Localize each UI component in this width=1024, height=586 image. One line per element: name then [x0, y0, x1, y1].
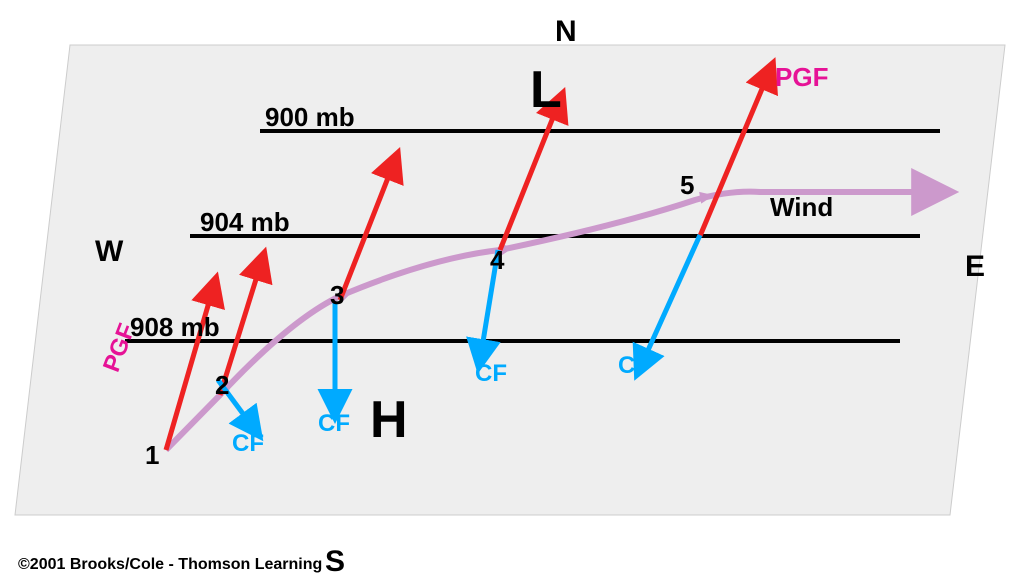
cf-label: CF	[618, 352, 650, 380]
point-label-4: 4	[490, 245, 504, 276]
low-pressure-label: L	[530, 60, 562, 120]
diagram-canvas: 900 mb904 mb908 mbWindPGFPGFCFCFCFCFNSEW…	[0, 0, 1024, 586]
isobar-label: 904 mb	[200, 207, 290, 238]
compass-n: N	[555, 15, 577, 49]
point-label-3: 3	[330, 280, 344, 311]
point-label-2: 2	[215, 370, 229, 401]
cf-label: CF	[232, 430, 264, 458]
point-label-5: 5	[680, 170, 694, 201]
compass-s: S	[325, 545, 345, 579]
compass-w: W	[95, 235, 123, 269]
copyright: ©2001 Brooks/Cole - Thomson Learning	[18, 556, 322, 574]
isobar-label: 900 mb	[265, 102, 355, 133]
wind-label: Wind	[770, 192, 833, 223]
cf-label: CF	[475, 360, 507, 388]
point-label-1: 1	[145, 440, 159, 471]
compass-e: E	[965, 250, 985, 284]
cf-label: CF	[318, 410, 350, 438]
high-pressure-label: H	[370, 390, 408, 450]
pressure-surface	[15, 45, 1005, 515]
geostrophic-wind-diagram	[0, 0, 1024, 586]
pgf-label: PGF	[775, 62, 828, 93]
isobar-label: 908 mb	[130, 312, 220, 343]
